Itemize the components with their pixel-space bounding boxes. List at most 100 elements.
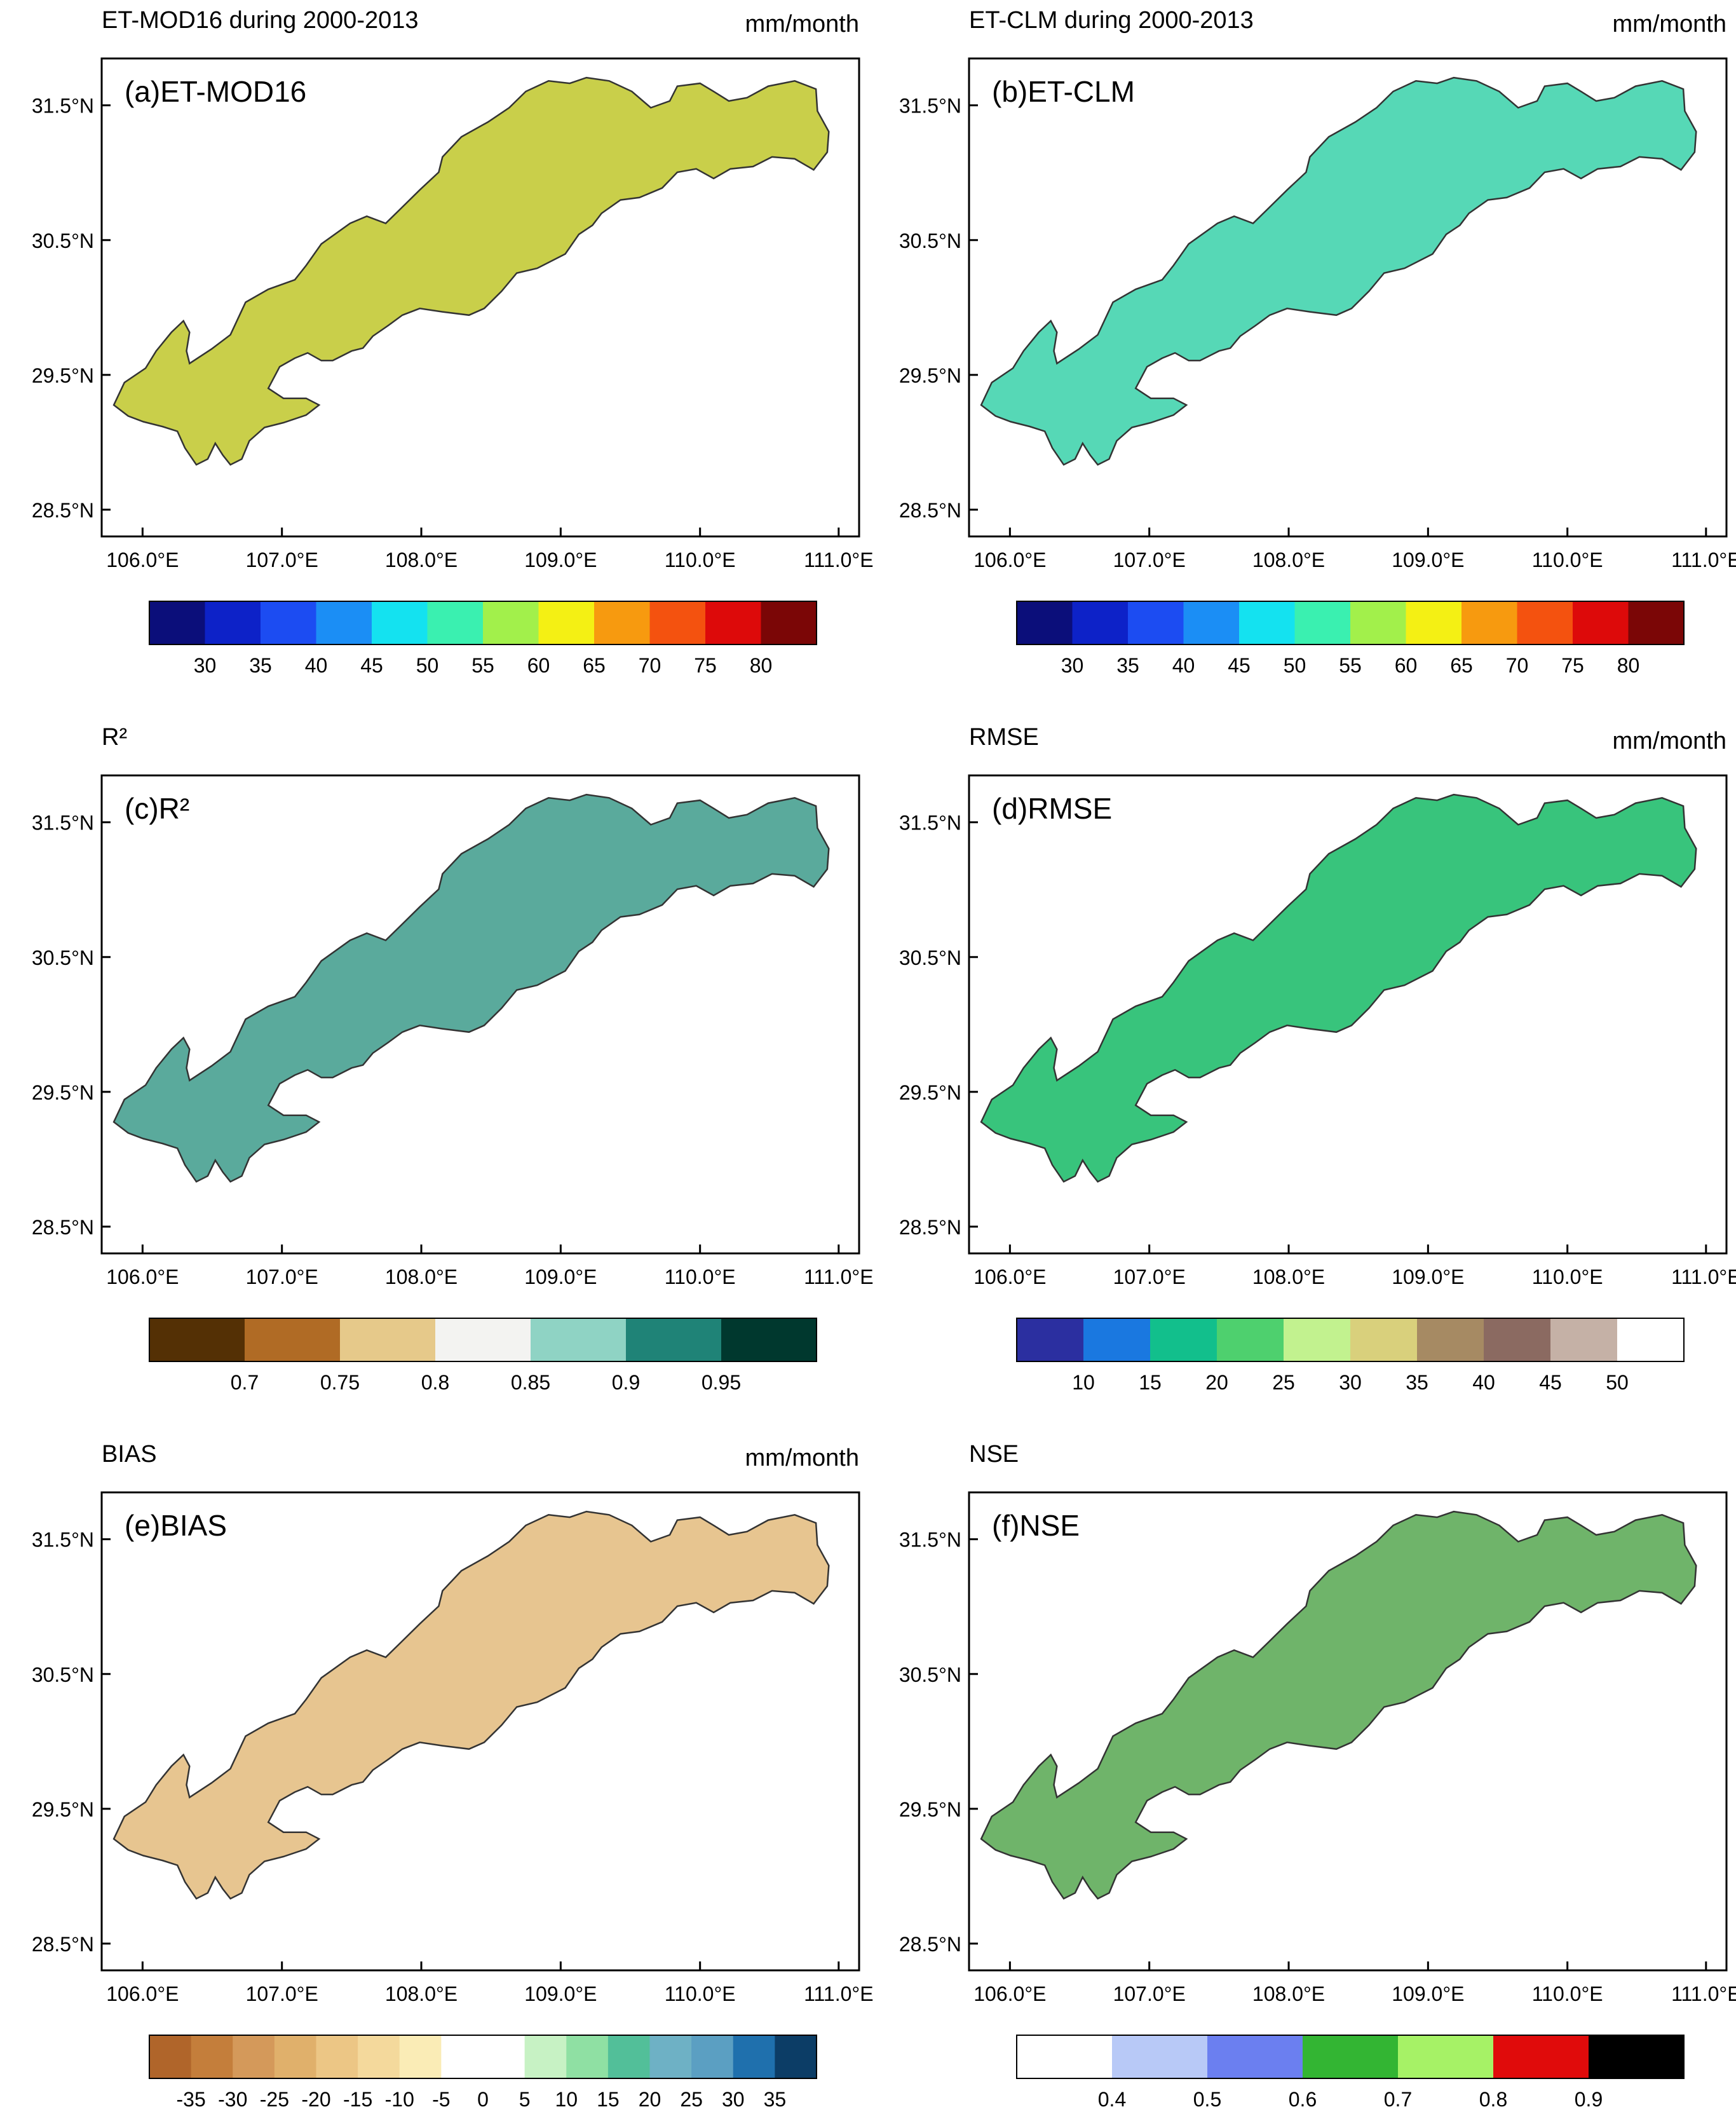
colorbar-swatch	[1461, 601, 1517, 644]
colorbar-swatch	[1207, 2035, 1303, 2078]
colorbar-label: 0	[477, 2088, 489, 2111]
colorbar-label: 0.5	[1193, 2088, 1221, 2111]
colorbar-border	[149, 601, 817, 645]
colorbar-border	[149, 2035, 817, 2079]
panel-title: ET-MOD16 during 2000-2013	[102, 7, 419, 34]
colorbar-label: -35	[177, 2088, 206, 2111]
colorbar-swatch	[705, 601, 761, 644]
colorbar-label: 0.6	[1289, 2088, 1317, 2111]
basin-region	[112, 793, 830, 1183]
colorbar-swatch	[566, 2035, 609, 2078]
colorbar-swatch	[358, 2035, 400, 2078]
panel-title: R²	[102, 724, 127, 751]
colorbar-label: 15	[1139, 1371, 1162, 1394]
colorbar-swatch	[149, 2035, 192, 2078]
colorbar-swatch	[205, 601, 261, 644]
x-tick-label: 109.0°E	[524, 1982, 597, 2005]
colorbar-label: 0.75	[320, 1371, 360, 1394]
colorbar-swatch	[261, 601, 316, 644]
panel-units: mm/month	[745, 1445, 859, 1471]
colorbar-swatch	[149, 601, 205, 644]
colorbar-swatch	[340, 1318, 436, 1361]
colorbar-swatch	[1573, 601, 1629, 644]
colorbar-swatch	[691, 2035, 734, 2078]
colorbar-label: 80	[1617, 654, 1640, 677]
colorbar-swatch	[316, 601, 372, 644]
colorbar-swatch	[441, 2035, 484, 2078]
y-tick-label: 30.5°N	[899, 946, 961, 969]
x-tick-label: 106.0°E	[973, 549, 1046, 571]
colorbar-label: -25	[260, 2088, 289, 2111]
colorbar-label: 30	[1061, 654, 1084, 677]
basin-region	[980, 76, 1697, 466]
x-tick-label: 110.0°E	[665, 1265, 736, 1288]
colorbar-label: 10	[555, 2088, 578, 2111]
colorbar-label: 30	[1339, 1371, 1362, 1394]
y-tick-label: 28.5°N	[899, 1216, 961, 1239]
panel-label: (a)ET-MOD16	[125, 75, 306, 108]
panel-label: (b)ET-CLM	[992, 75, 1135, 108]
panel-a: ET-MOD16 during 2000-2013 mm/month (a)ET-M…	[32, 7, 874, 677]
colorbar-swatch	[775, 2035, 817, 2078]
y-tick-label: 31.5°N	[32, 1529, 94, 1551]
y-tick-label: 30.5°N	[899, 1663, 961, 1686]
panel-label: (d)RMSE	[992, 792, 1112, 825]
colorbar-swatch	[524, 2035, 567, 2078]
colorbar-label: 5	[519, 2088, 531, 2111]
x-tick-label: 109.0°E	[524, 1265, 597, 1288]
x-tick-label: 108.0°E	[1252, 1265, 1325, 1288]
colorbar-label: 50	[1606, 1371, 1629, 1394]
colorbar-label: 0.4	[1098, 2088, 1126, 2111]
colorbar-swatch	[626, 1318, 722, 1361]
x-tick-label: 109.0°E	[1392, 1265, 1464, 1288]
x-tick-label: 111.0°E	[1671, 1265, 1736, 1288]
colorbar-swatch	[245, 1318, 341, 1361]
panel-title: ET-CLM during 2000-2013	[969, 7, 1254, 34]
y-tick-label: 29.5°N	[899, 1081, 961, 1104]
panel-c: R² (c)R² 31.5°N 30.5°N 29.5°N 28.5°N 106.0°E 10…	[32, 724, 874, 1394]
panel-label: (c)R²	[125, 792, 189, 825]
colorbar-swatch	[1183, 601, 1240, 644]
colorbar-swatch	[274, 2035, 316, 2078]
colorbar-swatch	[1017, 601, 1073, 644]
colorbar-swatch	[483, 601, 539, 644]
colorbar-label: 0.9	[1575, 2088, 1603, 2111]
colorbar-label: 35	[764, 2088, 787, 2111]
x-tick-label: 110.0°E	[665, 549, 736, 571]
colorbar-swatch	[1550, 1318, 1618, 1361]
x-tick-label: 111.0°E	[804, 1982, 873, 2005]
colorbar-swatch	[1017, 2035, 1113, 2078]
colorbar-label: 25	[680, 2088, 703, 2111]
panel-units: mm/month	[745, 11, 859, 38]
x-tick-label: 106.0°E	[973, 1265, 1046, 1288]
colorbar-label: 55	[471, 654, 494, 677]
x-tick-label: 106.0°E	[973, 1982, 1046, 2005]
x-tick-label: 108.0°E	[385, 1982, 458, 2005]
panel-d: RMSE mm/month (d)RMSE 31.5°N 30.5°N 29.5°N 28.…	[899, 724, 1736, 1394]
colorbar-swatch	[1493, 2035, 1589, 2078]
colorbar-swatch	[649, 2035, 692, 2078]
colorbar-swatch	[1112, 2035, 1208, 2078]
panel-b: ET-CLM during 2000-2013 mm/month (b)ET-CLM…	[899, 7, 1736, 677]
colorbar-label: -5	[432, 2088, 450, 2111]
basin-region	[980, 793, 1697, 1183]
colorbar-label: -30	[218, 2088, 247, 2111]
colorbar-swatch	[372, 601, 428, 644]
y-tick-label: 31.5°N	[32, 95, 94, 118]
colorbar-label: 65	[583, 654, 606, 677]
x-tick-label: 109.0°E	[1392, 1982, 1464, 2005]
colorbar-swatch	[1484, 1318, 1551, 1361]
colorbar-border	[149, 1318, 817, 1362]
colorbar-swatch	[1017, 1318, 1084, 1361]
y-tick-label: 30.5°N	[32, 229, 94, 252]
colorbar-border	[1016, 601, 1685, 645]
y-tick-label: 31.5°N	[32, 812, 94, 835]
x-tick-label: 106.0°E	[106, 549, 179, 571]
colorbar-swatch	[538, 601, 595, 644]
x-tick-label: 109.0°E	[524, 549, 597, 571]
panel-label: (e)BIAS	[125, 1509, 227, 1542]
colorbar-swatch	[483, 2035, 526, 2078]
colorbar-label: 15	[597, 2088, 620, 2111]
x-tick-label: 107.0°E	[246, 1265, 318, 1288]
